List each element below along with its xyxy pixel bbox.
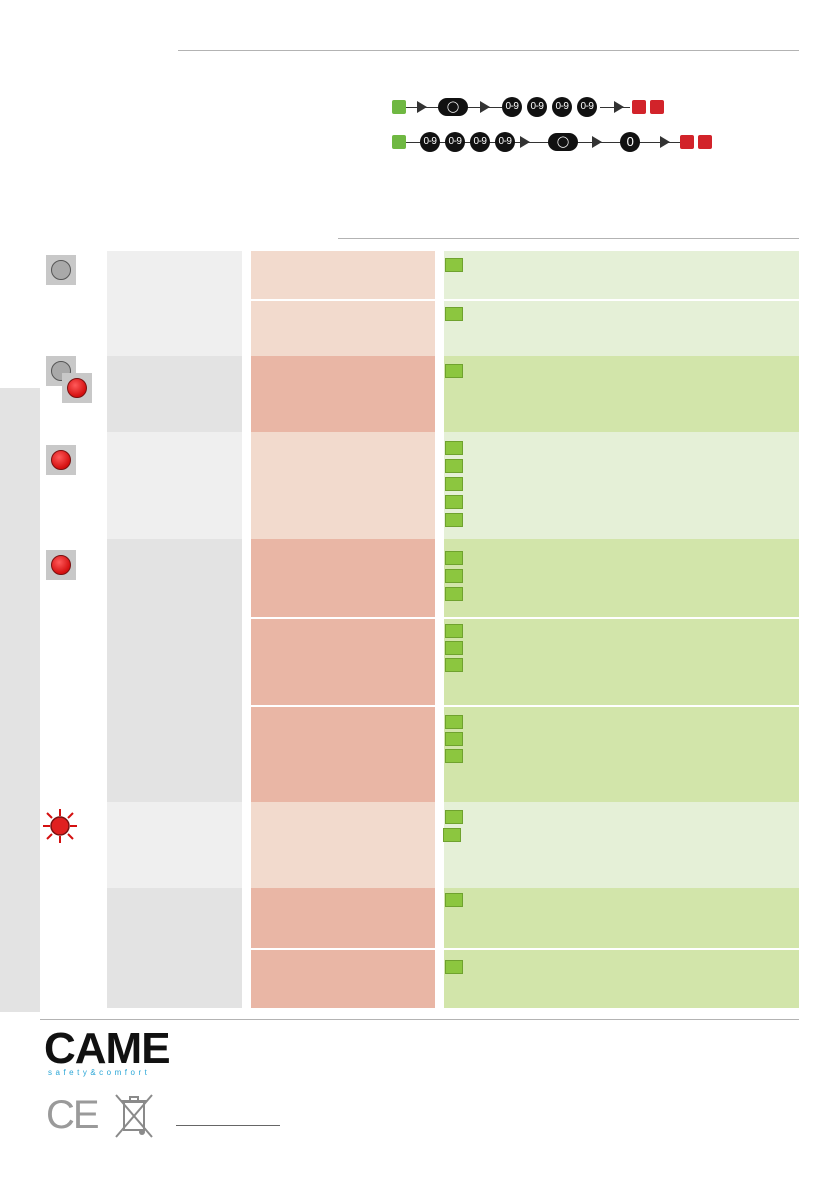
digit-key: 0-9: [552, 97, 572, 117]
arrow-icon: [614, 101, 624, 113]
step-marker: [445, 364, 463, 378]
digit-key: 0-9: [577, 97, 597, 117]
arrow-icon: [417, 101, 427, 113]
lock-red-icon: [680, 135, 694, 149]
condition-cell: [251, 251, 435, 299]
step-marker: [445, 658, 463, 672]
arrow-icon: [592, 136, 602, 148]
action-cell: [444, 707, 799, 802]
condition-cell: [251, 356, 435, 432]
step-marker: [445, 960, 463, 974]
ce-mark-icon: CE: [46, 1093, 100, 1137]
came-tagline: safety&comfort: [48, 1068, 151, 1077]
led-off-icon: [46, 255, 76, 285]
condition-cell: [251, 802, 435, 888]
side-strip: [0, 388, 40, 1012]
action-cell: [444, 539, 799, 617]
step-marker: [445, 441, 463, 455]
arrow-icon: [520, 136, 530, 148]
led-on-icon: [46, 445, 76, 475]
action-cell: [444, 301, 799, 356]
digit-key: 0-9: [495, 132, 515, 152]
digit-key: 0-9: [445, 132, 465, 152]
lock-key-pill: ◯: [548, 133, 578, 151]
action-cell: [444, 432, 799, 539]
digit-key: 0-9: [527, 97, 547, 117]
zero-key: 0: [620, 132, 640, 152]
led-blinking-icon: [43, 809, 77, 843]
step-marker: [445, 477, 463, 491]
led-on-icon: [62, 373, 92, 403]
digit-key: 0-9: [420, 132, 440, 152]
lock-red-icon: [632, 100, 646, 114]
step-marker: [445, 513, 463, 527]
footer-rule: [40, 1019, 799, 1020]
step-marker: [445, 551, 463, 565]
action-cell: [444, 888, 799, 948]
step-marker: [445, 641, 463, 655]
arrow-icon: [480, 101, 490, 113]
action-cell: [444, 251, 799, 299]
step-marker: [445, 258, 463, 272]
unlock-key-icon: [392, 100, 406, 114]
step-marker: [445, 715, 463, 729]
condition-cell: [251, 301, 435, 356]
condition-cell: [251, 619, 435, 705]
arrow-icon: [660, 136, 670, 148]
state-cell: [107, 802, 242, 888]
step-marker: [445, 587, 463, 601]
lock-red-icon: [698, 135, 712, 149]
step-marker: [445, 307, 463, 321]
step-marker: [445, 810, 463, 824]
lock-red-icon: [650, 100, 664, 114]
step-marker: [443, 828, 461, 842]
top-rule: [178, 50, 799, 51]
state-cell: [107, 888, 242, 1008]
step-marker: [445, 893, 463, 907]
state-cell: [107, 539, 242, 802]
condition-cell: [251, 707, 435, 802]
condition-cell: [251, 539, 435, 617]
action-cell: [444, 619, 799, 705]
step-marker: [445, 495, 463, 509]
step-marker: [445, 459, 463, 473]
footer-underline: [176, 1125, 280, 1126]
state-cell: [107, 356, 242, 432]
section-rule: [338, 238, 799, 239]
state-cell: [107, 251, 242, 356]
condition-cell: [251, 432, 435, 539]
lock-key-pill: ◯: [438, 98, 468, 116]
step-marker: [445, 749, 463, 763]
step-marker: [445, 732, 463, 746]
action-cell: [444, 950, 799, 1008]
unlock-key-icon: [392, 135, 406, 149]
action-cell: [444, 802, 799, 888]
digit-key: 0-9: [502, 97, 522, 117]
came-logo: CAME: [44, 1024, 171, 1073]
led-on-icon: [46, 550, 76, 580]
state-cell: [107, 432, 242, 539]
weee-bin-icon: [115, 1094, 153, 1138]
digit-key: 0-9: [470, 132, 490, 152]
step-marker: [445, 569, 463, 583]
condition-cell: [251, 888, 435, 948]
action-cell: [444, 356, 799, 432]
condition-cell: [251, 950, 435, 1008]
step-marker: [445, 624, 463, 638]
